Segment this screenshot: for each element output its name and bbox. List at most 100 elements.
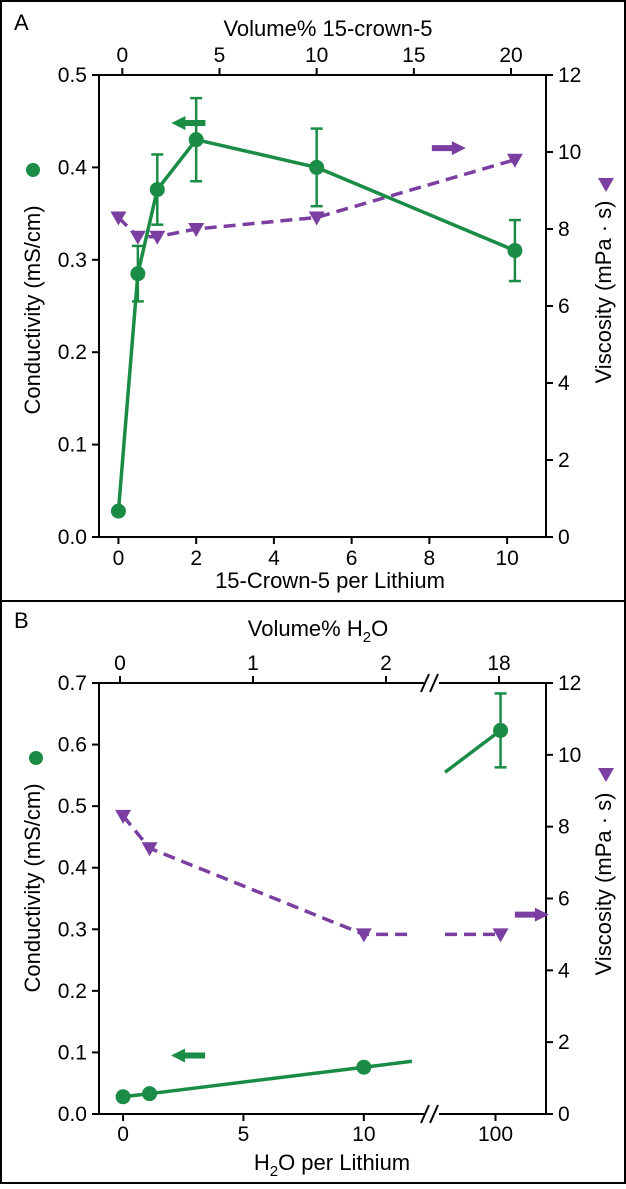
panel-b-viscosity-point [492,928,509,943]
panel-b-top-break-mark [429,673,439,693]
panel-a-viscosity-point [308,211,325,226]
panel-b-right-tick-label: 10 [558,744,581,767]
panel-a-top-tick-label: 15 [402,44,425,67]
panel-b-bottom-title-prefix: H [254,1150,270,1175]
panel-b-right-tick-label: 0 [558,1103,570,1126]
panel-a-viscosity-point [129,230,146,245]
panel-b-viscosity-point [355,928,372,943]
panel-b-left-tick-label: 0.5 [58,795,87,818]
panel-a-right-tick-label: 8 [558,218,570,241]
panel-b-top-tick-label: 18 [487,652,510,675]
panel-b-top-title-suffix: O [371,616,388,641]
panel-a-viscosity-point [506,153,523,168]
panel-b-right-tick-label: 2 [558,1031,570,1054]
panel-a-bottom-tick-label: 2 [190,547,202,570]
panel-b-bottom-break-mark [420,1104,430,1124]
panel-b-bottom-break-mark [429,1104,439,1124]
panel-b-conductivity-line-segment-1 [122,1059,413,1099]
panel-b-bottom-tick-label: 10 [352,1123,375,1146]
panel-b-bottom-title-suffix: O per Lithium [278,1150,410,1175]
panel-a-viscosity-point [149,230,166,245]
panel-a-right-tick-label: 10 [558,141,581,164]
panel-b-conductivity-legend-marker [29,751,43,765]
panel-b-conductivity-point [115,1089,131,1105]
panel-b-bottom-tick-label: 100 [478,1123,513,1146]
panel-a-left-tick-label: 0.3 [58,249,87,272]
panel-a-bottom-tick-label: 0 [113,547,125,570]
panel-a-right-tick-label: 4 [558,372,570,395]
panel-a-top-tick-label: 20 [499,44,522,67]
panel-b-right-tick-label: 4 [558,959,570,982]
panel-b-left-tick-label: 0.1 [58,1041,87,1064]
panel-b-bottom-tick-label: 0 [117,1123,129,1146]
panel-a-conductivity-point [130,266,146,282]
panel-a-plot: 0 2 4 6 8 10 0 5 10 15 20 0.0 0.1 0.2 0.3 0.4 0.5 0 2 4 6 8 10… [26,44,614,570]
panel-b-top-tick-label: 0 [114,652,126,675]
panel-a-left-tick-label: 0.2 [58,341,87,364]
panel-b-left-tick-label: 0.4 [58,857,88,880]
panel-b-left-tick-label: 0.0 [58,1103,87,1126]
panel-b-top-title-sub: 2 [363,629,371,646]
panel-a-left-tick-label: 0.0 [58,526,87,549]
panel-b-right-axis-title: Viscosity (mPa · s) [591,793,616,976]
panel-b-letter: B [14,608,29,633]
panel-a-conductivity-point [149,182,165,198]
panel-a-top-axis-title: Volume% 15-crown-5 [223,16,432,41]
panel-a-viscosity-point [188,223,205,237]
panel-a-viscosity-point [110,211,127,226]
panel-b-top-title-prefix: Volume% H [248,616,363,641]
panel-a-right-tick-label: 2 [558,449,570,472]
panel-b-bottom-title-sub: 2 [270,1163,278,1180]
panel-a-conductivity-legend-marker [26,163,40,177]
panel-b-top-break-mark [420,673,430,693]
panel-a-left-tick-label: 0.4 [58,156,88,179]
panel-b-conductivity-line-segment-2 [443,729,502,774]
panel-b-left-axis-title: Conductivity (mS/cm) [20,783,45,992]
panel-a-left-tick-label: 0.5 [58,64,87,87]
panel-b-top-tick-label: 1 [247,652,259,675]
panel-a-viscosity-arrow [431,141,466,156]
panel-b-left-tick-label: 0.3 [58,918,87,941]
panel-b-top-axis-title: Volume% H2O [248,616,388,646]
panel-b-conductivity-point [142,1086,158,1102]
panel-a-top-tick-label: 0 [116,44,128,67]
panel-b-viscosity-point [141,842,158,857]
panel-b-right-tick-label: 8 [558,816,570,839]
panel-b-left-tick-label: 0.2 [58,980,87,1003]
panel-a-top-tick-label: 10 [305,44,328,67]
panel-a-bottom-tick-label: 6 [346,547,358,570]
panel-b-viscosity-legend-marker [598,768,614,782]
panel-a-right-tick-label: 0 [558,526,570,549]
panel-a-viscosity-legend-marker [598,178,614,192]
panel-b-left-tick-label: 0.7 [58,672,87,695]
panel-b-right-tick-label: 12 [558,672,581,695]
panel-a-plot-frame [98,74,547,538]
panel-a-letter: A [14,10,29,35]
panel-a-conductivity-point [188,132,204,148]
panel-b-bottom-tick-label: 5 [238,1123,250,1146]
panel-a-conductivity-arrow [171,116,206,131]
panel-b-top-tick-label: 2 [380,652,392,675]
panel-a-bottom-axis-title: 15-Crown-5 per Lithium [215,568,445,593]
panel-a-right-tick-label: 12 [558,64,581,87]
panel-a-bottom-tick-label: 10 [495,547,518,570]
panel-a-right-axis-title: Viscosity (mPa · s) [591,201,616,384]
panel-a-left-tick-label: 0.1 [58,434,87,457]
panel-b-viscosity-arrow [514,907,549,922]
panel-b-viscosity-point [115,809,132,824]
panel-b-conductivity-point [356,1059,372,1075]
panel-a-bottom-tick-label: 8 [424,547,436,570]
panel-b-bottom-axis-title: H2O per Lithium [254,1150,410,1180]
panel-a-left-axis-title: Conductivity (mS/cm) [20,205,45,414]
panel-b-right-tick-label: 6 [558,888,570,911]
panel-b-conductivity-point [493,722,509,738]
panel-b-conductivity-arrow [171,1048,206,1063]
panel-a-top-tick-label: 5 [214,44,226,67]
panel-a-conductivity-line [116,137,516,512]
panel-b-left-tick-label: 0.6 [58,734,87,757]
panel-a-bottom-tick-label: 4 [268,547,280,570]
